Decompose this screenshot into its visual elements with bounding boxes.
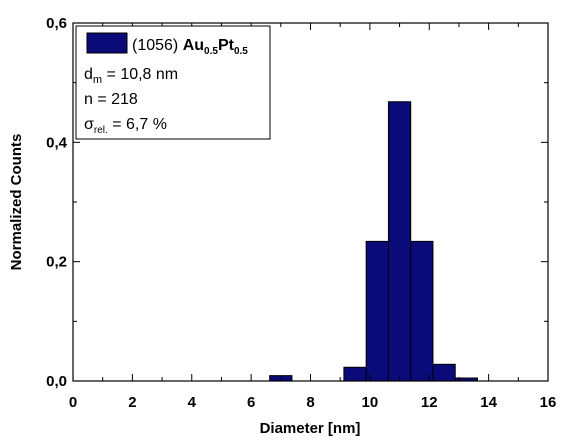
legend-sigma-value: = 6,7 % [108, 116, 167, 133]
legend-dm-sub: m [93, 74, 102, 86]
x-tick-label: 8 [306, 394, 314, 411]
legend-series-sub1: 0.5 [204, 46, 218, 57]
legend-series-prefix: (1056) [132, 37, 183, 54]
legend-sigma-sub: rel. [94, 125, 108, 136]
bar [387, 101, 412, 382]
legend-dm-value: = 10,8 nm [102, 66, 178, 83]
bar [432, 363, 456, 382]
y-axis-title: Normalized Counts [8, 134, 25, 271]
x-tick-label: 14 [480, 394, 497, 411]
legend-sigma-line: σrel. = 6,7 % [84, 116, 167, 136]
y-tick-label: 0,2 [46, 254, 67, 271]
legend-series-label: (1056) Au0.5Pt0.5 [132, 37, 248, 57]
legend-series-au: Au [183, 37, 204, 54]
legend-swatch [86, 32, 128, 54]
legend-sigma-symbol: σ [84, 116, 94, 133]
x-tick-label: 12 [421, 394, 438, 411]
legend: (1056) Au0.5Pt0.5 dm = 10,8 nm n = 218 σ… [75, 25, 271, 140]
bars-group [269, 101, 478, 382]
legend-n-line: n = 218 [84, 91, 138, 108]
legend-series-pt: Pt [218, 37, 235, 54]
x-tick-label: 10 [362, 394, 379, 411]
y-ticks-group: 0,0 0,2 0,4 0,6 [46, 15, 548, 390]
legend-dm-symbol: d [84, 66, 93, 83]
x-tick-label: 6 [247, 394, 255, 411]
bar [343, 366, 367, 382]
legend-dm-line: dm = 10,8 nm [84, 66, 178, 86]
y-tick-label: 0,0 [46, 373, 67, 390]
x-axis-title: Diameter [nm] [260, 420, 361, 437]
x-ticks-group: 0 2 4 6 8 10 12 14 16 [69, 23, 557, 411]
bar [410, 240, 434, 382]
y-tick-label: 0,4 [46, 134, 68, 151]
x-tick-label: 0 [69, 394, 77, 411]
legend-series-sub2: 0.5 [234, 46, 248, 57]
x-tick-label: 2 [128, 394, 136, 411]
x-tick-label: 4 [188, 394, 197, 411]
x-tick-label: 16 [540, 394, 557, 411]
bar [365, 240, 389, 382]
y-tick-label: 0,6 [46, 15, 67, 32]
